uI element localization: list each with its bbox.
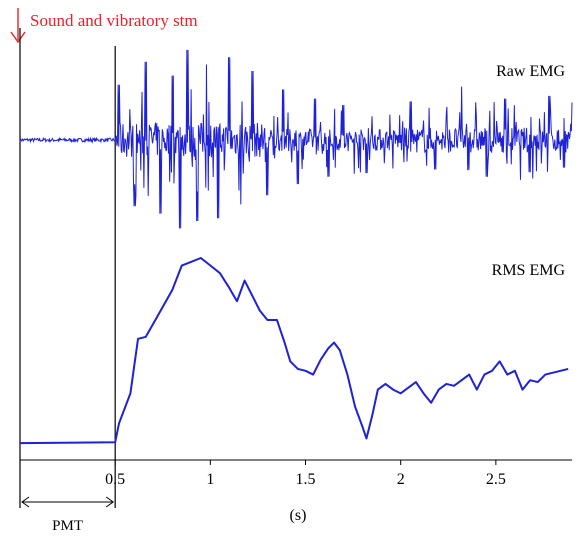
raw-emg-trace — [19, 49, 573, 229]
rms-emg-label: RMS EMG — [492, 262, 566, 279]
raw-emg-label: Raw EMG — [496, 63, 565, 80]
pmt-label: PMT — [52, 518, 83, 534]
x-axis-label: (s) — [290, 507, 307, 524]
x-tick-label: 2 — [397, 471, 405, 488]
pmt-interval — [21, 496, 115, 508]
x-axis-ticks: 0.5 1 1.5 2 2.5 — [105, 460, 506, 488]
stimulus-marker — [10, 8, 26, 44]
x-tick-label: 1 — [206, 471, 214, 488]
arrow-right-icon — [105, 496, 115, 508]
arrow-left-icon — [21, 496, 30, 508]
x-tick-label: 2.5 — [486, 471, 506, 488]
stimulus-label: Sound and vibratory stm — [30, 11, 198, 30]
rms-emg-trace — [19, 257, 569, 445]
arrow-down-icon — [10, 31, 26, 44]
x-tick-label: 1.5 — [296, 471, 316, 488]
x-tick-label: 0.5 — [105, 471, 125, 488]
